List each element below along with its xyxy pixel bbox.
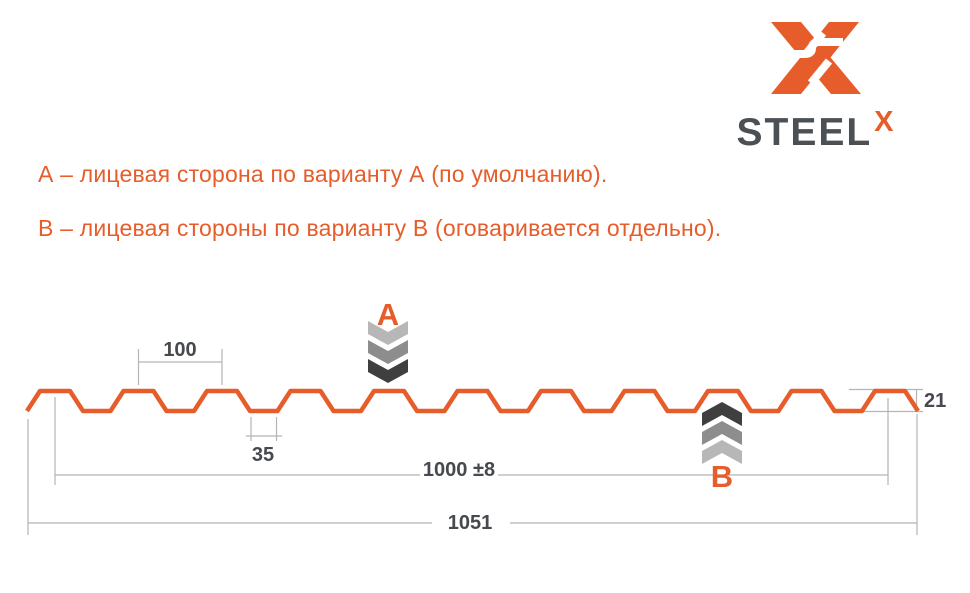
marker-b-chevron-2-icon — [702, 421, 742, 445]
dim-100-label: 100 — [163, 339, 196, 361]
marker-a-chevron-2-icon — [368, 340, 408, 364]
dim-1051-label: 1051 — [448, 512, 493, 534]
logo-brand: STEEL — [736, 111, 873, 154]
note-variant-a: А – лицевая сторона по варианту А (по ум… — [38, 161, 608, 187]
logo-s-curve — [783, 38, 843, 58]
logo-cut-lower — [807, 58, 833, 86]
dim-35-label: 35 — [252, 444, 274, 466]
logo: STEELX — [700, 12, 930, 155]
marker-b-chevron-1-icon — [702, 402, 742, 426]
note-variant-b: В – лицевая стороны по варианту В (огова… — [38, 215, 722, 241]
steelx-logo-icon — [771, 22, 861, 94]
logo-brand-sup-x: X — [874, 106, 894, 138]
dim-1000-label: 1000 ±8 — [423, 459, 495, 481]
marker-b-chevron-3-icon — [702, 440, 742, 464]
marker-b-label: В — [711, 459, 733, 494]
dim-21-label: 21 — [924, 390, 946, 412]
profile-path — [25, 388, 920, 414]
logo-text: STEELX — [700, 106, 930, 155]
marker-a-chevron-3-icon — [368, 359, 408, 383]
marker-a-chevron-1-icon — [368, 321, 408, 345]
marker-a-label: А — [377, 297, 399, 332]
